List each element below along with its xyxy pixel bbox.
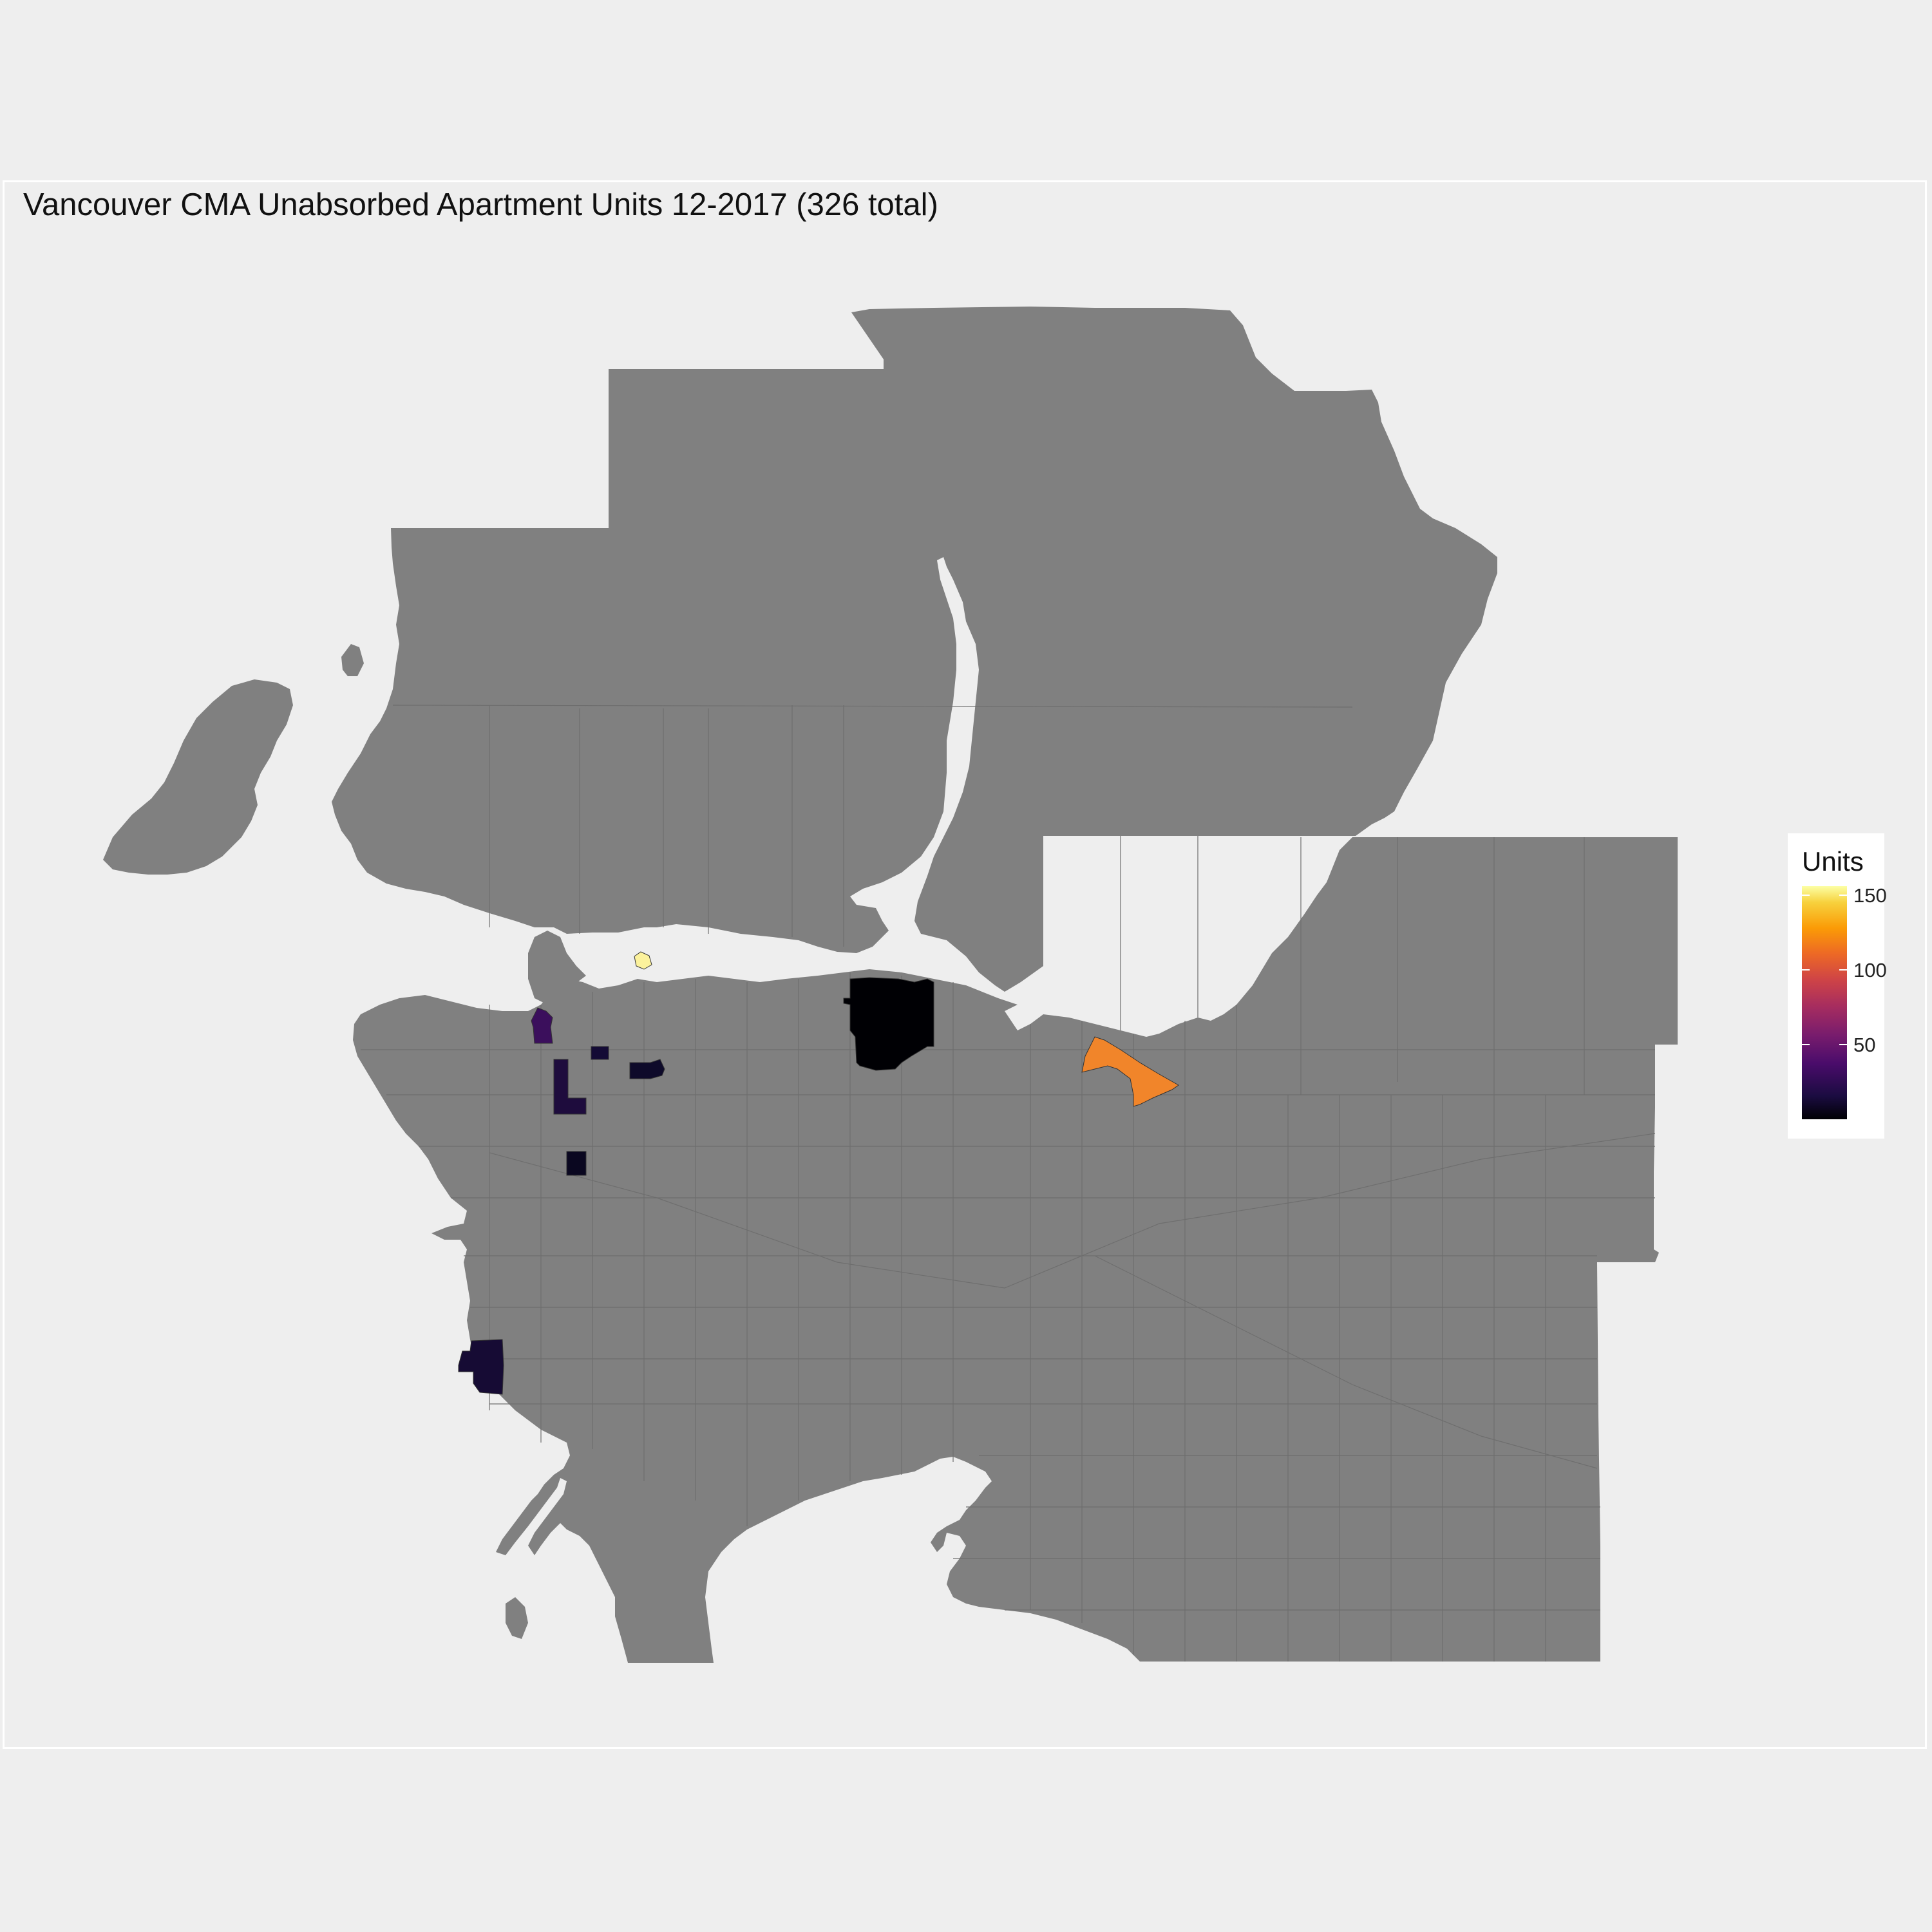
land-bowen-island: [103, 679, 293, 875]
map-title: Vancouver CMA Unabsorbed Apartment Units…: [23, 187, 938, 222]
legend-title: Units: [1802, 846, 1864, 876]
legend-label-150: 150: [1853, 884, 1887, 907]
legend-label-50: 50: [1853, 1033, 1876, 1056]
land-small-island: [341, 644, 364, 676]
tract-richmond-centre: [458, 1339, 504, 1395]
tract-vancouver-fairview: [629, 1059, 665, 1079]
tract-north-shore-lonsdale: [634, 951, 652, 970]
land-stanley-park: [528, 931, 586, 1005]
land-north-shore: [332, 307, 1497, 992]
tract-vancouver-south-granville: [553, 1059, 587, 1115]
highlighted-tracts: [458, 951, 1179, 1395]
plot-panel-border: [3, 180, 1927, 1749]
tract-vancouver-oakridge: [566, 1151, 587, 1176]
tract-burnaby-central: [843, 977, 934, 1071]
tract-east-coquitlam: [1081, 1036, 1179, 1107]
land-south-mainland: [353, 837, 1678, 1663]
tract-vancouver-mount-pleasant: [591, 1046, 609, 1060]
legend: Units 150 100 50: [1788, 833, 1887, 1139]
land-ferry-causeway: [506, 1597, 528, 1639]
legend-label-100: 100: [1853, 958, 1887, 981]
tract-vancouver-downtown-west: [531, 1007, 553, 1044]
legend-colorbar: [1802, 886, 1847, 1119]
land-mass: [103, 307, 1678, 1663]
